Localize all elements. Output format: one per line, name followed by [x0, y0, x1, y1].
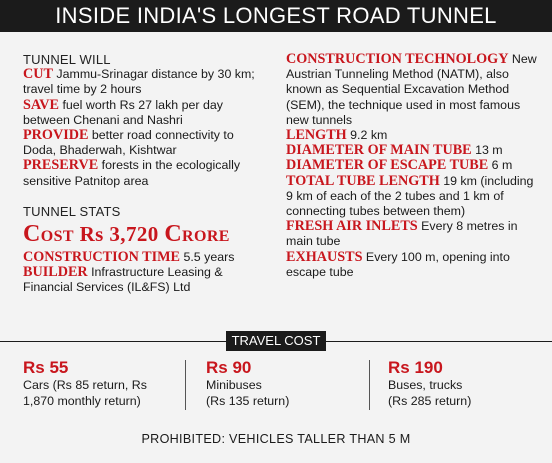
travel-cost-label: TRAVEL COST — [226, 331, 326, 351]
right-item-exhausts: EXHAUSTS Every 100 m, opening into escap… — [286, 248, 541, 280]
right-item-diameter-escape: DIAMETER OF ESCAPE TUBE 6 m — [286, 158, 541, 173]
item-text: forests in the ecologically sensitive Pa… — [23, 158, 241, 188]
cost-rore: RORE — [182, 228, 230, 246]
right-item-diameter-main: DIAMETER OF MAIN TUBE 13 m — [286, 143, 541, 158]
stats-item-construction-time: CONSTRUCTION TIME 5.5 years — [23, 249, 263, 266]
fare-line: (Rs 285 return) — [388, 393, 472, 408]
fare-buses-trucks: Rs 190 Buses, trucks (Rs 285 return) — [388, 358, 548, 409]
fare-divider — [369, 360, 370, 410]
item-key: EXHAUSTS — [286, 248, 363, 265]
item-text: 6 m — [488, 158, 513, 173]
tunnel-will-item-provide: PROVIDE better road connectivity to Doda… — [23, 127, 263, 158]
item-key: FRESH AIR INLETS — [286, 218, 418, 235]
cost-rs: Rs — [79, 222, 104, 247]
cost-c: C — [23, 221, 41, 248]
item-key: TOTAL TUBE LENGTH — [286, 172, 440, 189]
right-item-length: LENGTH 9.2 km — [286, 127, 541, 144]
item-text: 9.2 km — [346, 128, 388, 143]
item-text: better road connectivity to Doda, Bhader… — [23, 128, 234, 158]
prohibited-note: PROHIBITED: VEHICLES TALLER THAN 5 M — [141, 432, 411, 446]
fare-line: Minibuses — [206, 378, 262, 392]
fare-line: (Rs 135 return) — [206, 393, 290, 408]
item-text: Every 100 m, opening into escape tube — [286, 249, 510, 279]
page-title: INSIDE INDIA'S LONGEST ROAD TUNNEL — [0, 0, 552, 32]
tunnel-will-item-cut: CUT Jammu-Srinagar distance by 30 km; tr… — [23, 67, 263, 97]
item-text: fuel worth Rs 27 lakh per day between Ch… — [23, 97, 223, 127]
fare-line: Cars (Rs 85 return, Rs — [23, 378, 147, 392]
tunnel-will-heading: TUNNEL WILL — [23, 52, 111, 67]
spacer — [23, 189, 263, 204]
item-key: DIAMETER OF ESCAPE TUBE — [286, 157, 489, 174]
item-key: DIAMETER OF MAIN TUBE — [286, 142, 472, 159]
right-item-fresh-air: FRESH AIR INLETS Every 8 metres in main … — [286, 219, 541, 249]
item-key: SAVE — [23, 96, 60, 113]
right-item-total-tube-length: TOTAL TUBE LENGTH 19 km (including 9 km … — [286, 172, 541, 220]
item-text: Every 8 metres in main tube — [286, 219, 518, 249]
item-key: CONSTRUCTION TIME — [23, 249, 181, 266]
fare-amount: Rs 90 — [206, 358, 252, 377]
item-key: PROVIDE — [23, 127, 89, 144]
stats-item-builder: BUILDER Infrastructure Leasing & Financi… — [23, 265, 263, 295]
item-text: Infrastructure Leasing & Financial Servi… — [23, 265, 223, 295]
left-column: TUNNEL WILL CUT Jammu-Srinagar distance … — [23, 52, 263, 296]
item-key: CONSTRUCTION TECHNOLOGY — [286, 51, 509, 67]
tunnel-will-item-save: SAVE fuel worth Rs 27 lakh per day betwe… — [23, 96, 263, 128]
item-text: 13 m — [471, 143, 503, 158]
fare-amount: Rs 55 — [23, 358, 69, 377]
tunnel-stats-heading: TUNNEL STATS — [23, 203, 121, 219]
item-key: BUILDER — [23, 264, 88, 281]
cost-c2: C — [164, 221, 183, 248]
cost-value: 3,720 — [109, 222, 159, 247]
item-text: New Austrian Tunneling Method (NATM), al… — [286, 52, 537, 127]
cost-headline: COST Rs 3,720 CRORE — [23, 221, 263, 250]
right-column: CONSTRUCTION TECHNOLOGY New Austrian Tun… — [286, 51, 541, 280]
fare-amount: Rs 190 — [388, 358, 443, 377]
tunnel-will-item-preserve: PRESERVE forests in the ecologically sen… — [23, 158, 263, 188]
item-key: CUT — [23, 66, 53, 83]
item-text: 5.5 years — [180, 250, 235, 265]
fare-line: 1,870 monthly return) — [23, 393, 141, 408]
right-item-construction-technology: CONSTRUCTION TECHNOLOGY New Austrian Tun… — [286, 51, 541, 128]
item-text: 19 km (including 9 km of each of the 2 t… — [286, 173, 534, 219]
cost-ost: OST — [40, 228, 74, 246]
item-key: LENGTH — [286, 127, 347, 144]
item-text: Jammu-Srinagar distance by 30 km; travel… — [23, 67, 255, 97]
fare-minibuses: Rs 90 Minibuses (Rs 135 return) — [206, 358, 366, 409]
fare-divider — [185, 360, 186, 410]
fare-cars: Rs 55 Cars (Rs 85 return, Rs 1,870 month… — [23, 358, 183, 409]
fare-line: Buses, trucks — [388, 378, 463, 392]
item-key: PRESERVE — [23, 157, 99, 174]
